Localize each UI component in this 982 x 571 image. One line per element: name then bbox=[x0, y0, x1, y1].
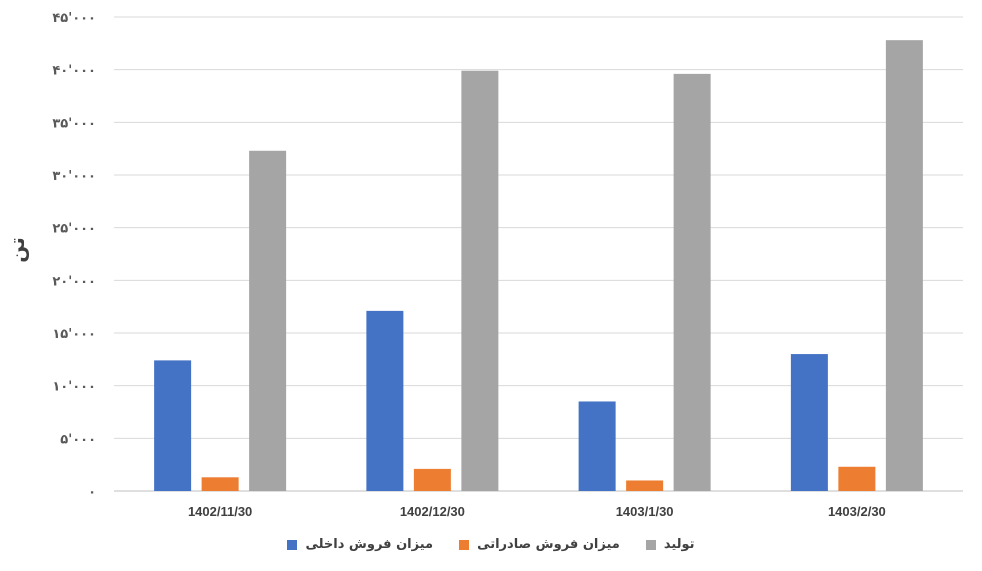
x-tick-label: 1403/1/30 bbox=[616, 504, 674, 519]
y-tick-label: ۲۵'۰۰۰ bbox=[52, 222, 96, 237]
legend: تولید میزان فروش صادراتی میزان فروش داخلی bbox=[0, 537, 982, 552]
bar-series-2-cat-1 bbox=[461, 70, 499, 491]
y-tick-label: ۳۵'۰۰۰ bbox=[52, 116, 96, 131]
legend-label: میزان فروش داخلی bbox=[305, 537, 434, 552]
bar-series-0-cat-0 bbox=[154, 360, 192, 491]
legend-item: تولید bbox=[645, 537, 695, 552]
x-tick-labels: 1402/11/30 1402/12/30 1403/1/30 1403/2/30 bbox=[188, 504, 886, 519]
x-tick-label: 1402/11/30 bbox=[188, 504, 252, 519]
y-tick-label: ۱۰'۰۰۰ bbox=[52, 380, 96, 395]
y-tick-label: ۴۰'۰۰۰ bbox=[52, 64, 96, 79]
legend-item: میزان فروش صادراتی bbox=[459, 537, 620, 552]
bar-series-1-cat-1 bbox=[413, 468, 451, 491]
y-tick-label: ۲۰'۰۰۰ bbox=[52, 274, 96, 289]
bar-series-0-cat-1 bbox=[366, 310, 404, 491]
bar-series-0-cat-2 bbox=[578, 401, 616, 491]
legend-swatch bbox=[459, 539, 470, 550]
legend-swatch bbox=[287, 539, 298, 550]
y-tick-label: ۳۰'۰۰۰ bbox=[52, 169, 96, 184]
legend-item: میزان فروش داخلی bbox=[287, 537, 433, 552]
y-tick-label: ۴۵'۰۰۰ bbox=[52, 11, 96, 26]
bar-series-2-cat-3 bbox=[885, 40, 923, 491]
legend-swatch bbox=[645, 539, 656, 550]
x-tick-label: 1402/12/30 bbox=[400, 504, 465, 519]
gridlines bbox=[114, 16, 963, 492]
bar-series-2-cat-2 bbox=[673, 73, 711, 491]
y-tick-label: ۵'۰۰۰ bbox=[60, 432, 96, 447]
bar-series-2-cat-0 bbox=[249, 150, 287, 492]
legend-label: تولید bbox=[663, 537, 695, 552]
bar-series-1-cat-3 bbox=[838, 466, 876, 491]
bar-series-0-cat-3 bbox=[790, 354, 828, 491]
bars bbox=[154, 40, 923, 492]
y-axis-title: تن bbox=[5, 237, 29, 263]
y-tick-label: ۰ bbox=[88, 485, 96, 500]
x-tick-label: 1403/2/30 bbox=[828, 504, 886, 519]
y-tick-label: ۱۵'۰۰۰ bbox=[52, 327, 96, 342]
bar-series-1-cat-0 bbox=[201, 477, 239, 491]
y-tick-labels: ۰ ۵'۰۰۰ ۱۰'۰۰۰ ۱۵'۰۰۰ ۲۰'۰۰۰ ۲۵'۰۰۰ ۳۰'۰۰۰ ۳۵'۰… bbox=[52, 11, 96, 500]
legend-label: میزان فروش صادراتی bbox=[477, 537, 620, 552]
bar-series-1-cat-2 bbox=[626, 480, 664, 491]
